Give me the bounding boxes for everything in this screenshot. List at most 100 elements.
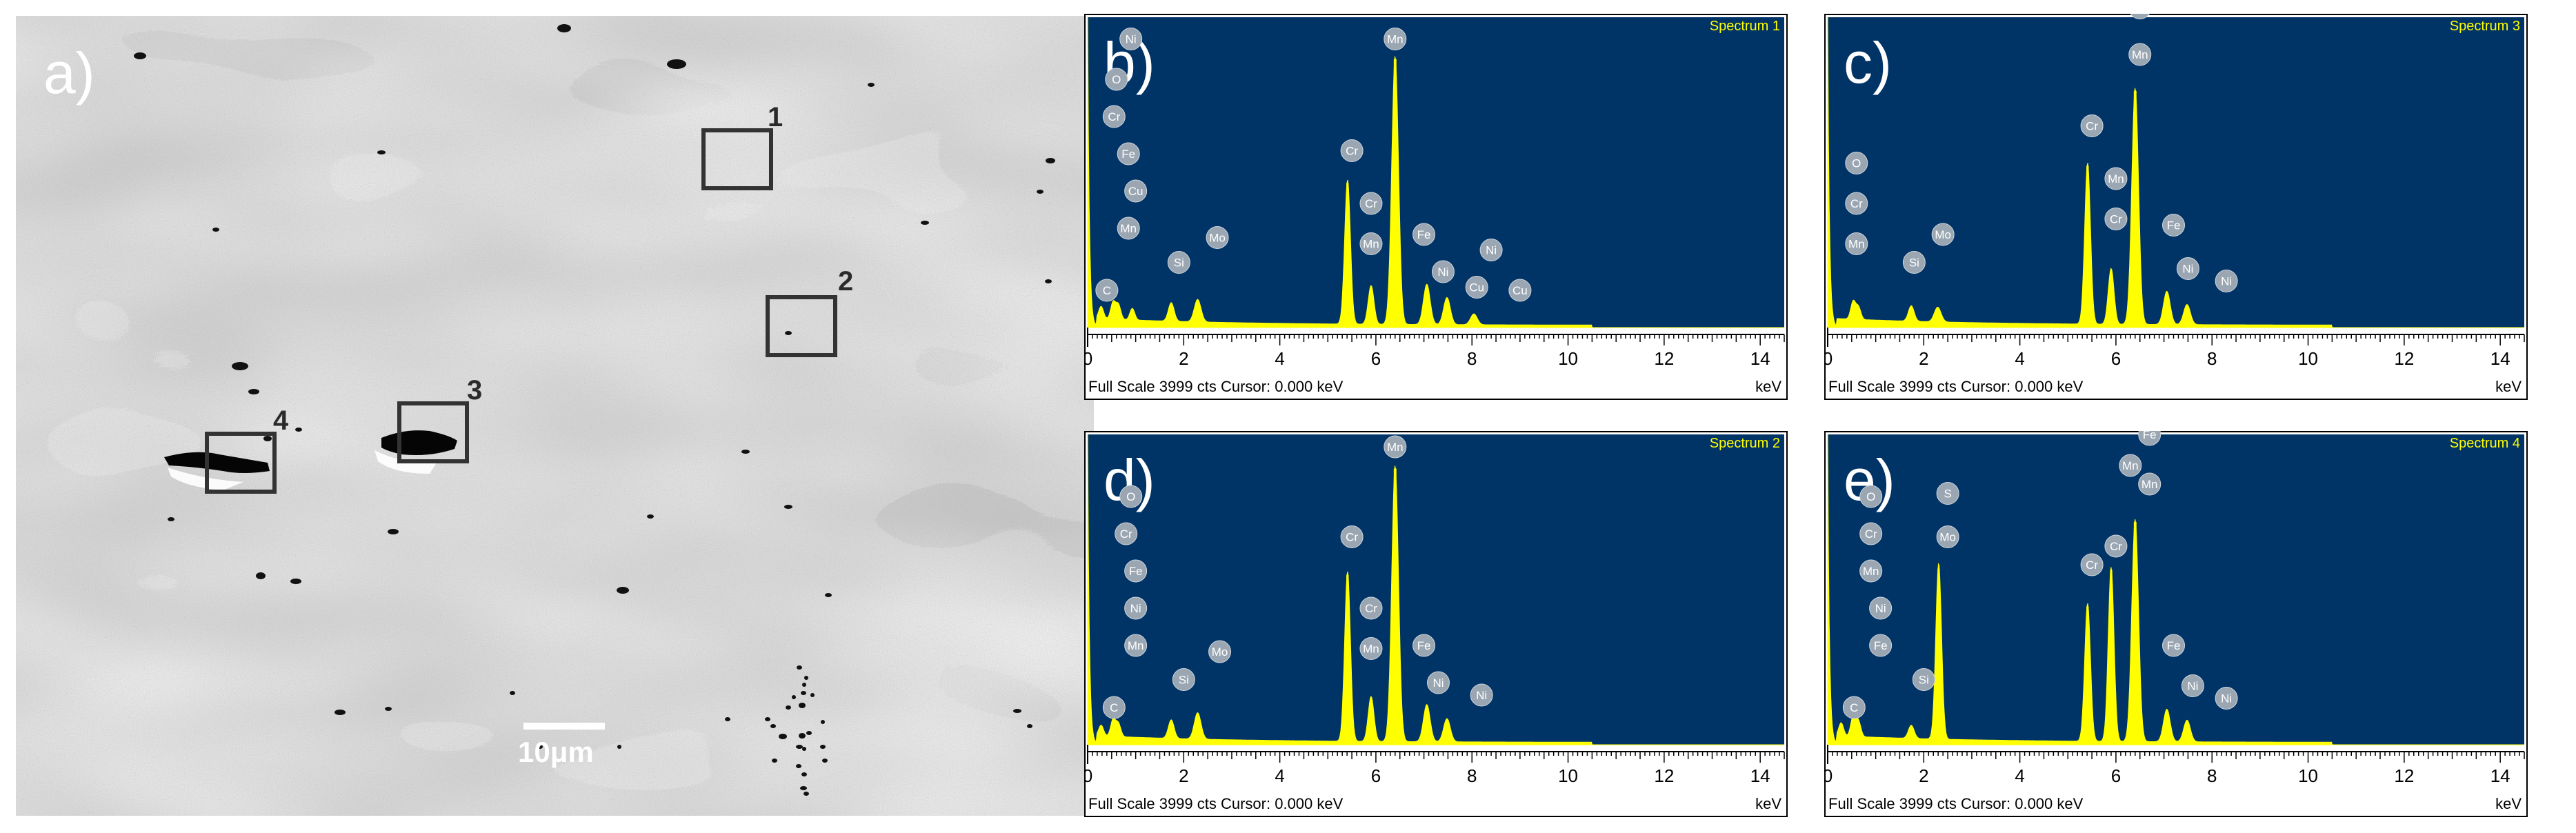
element-tag-marker [2104, 167, 2128, 190]
x-tick-label: 12 [2394, 348, 2414, 369]
spectrum-peak-9 [1425, 287, 1428, 328]
spectrum-footer: Full Scale 3999 cts Cursor: 0.000 keV [1828, 378, 2084, 395]
element-tag-label: O [1866, 490, 1875, 503]
spectrum-peak-3 [1170, 725, 1172, 745]
element-tag-marker [2138, 472, 2161, 496]
region-label-1: 1 [768, 102, 783, 132]
element-tag-label: C [1850, 701, 1858, 714]
element-tag-s: S [1936, 482, 1959, 505]
element-tag-ni: Ni [1470, 683, 1493, 707]
x-tick-label: 8 [1467, 348, 1477, 369]
x-tick-label: 2 [1179, 765, 1188, 786]
spectrum-peak-8 [1393, 59, 1397, 328]
spectrum-area [1087, 434, 1784, 745]
element-tag-si: Si [1172, 668, 1195, 691]
spectrum-peak-11 [1472, 317, 1475, 328]
element-tag-ni: Ni [1431, 260, 1455, 283]
x-tick-label: 14 [1750, 765, 1770, 786]
spectrum-peak-4 [1170, 308, 1172, 328]
element-tag-label: Fe [2133, 14, 2147, 15]
element-tag-marker [1117, 217, 1140, 240]
spectrum-peak-7 [1393, 468, 1397, 745]
element-tag-label: Ni [2221, 692, 2232, 705]
x-tick-label: 4 [2015, 348, 2024, 369]
element-tag-label: Ni [1130, 602, 1141, 615]
spectrum-title: Spectrum 1 [1710, 19, 1780, 34]
spectrum-peak-6 [1370, 699, 1372, 745]
x-tick-label: 0 [1824, 348, 1833, 369]
element-tag-label: Cr [1365, 197, 1377, 210]
element-tag-marker [1340, 525, 1364, 548]
x-tick-label: 4 [2015, 765, 2024, 786]
x-tick-label: 2 [1919, 348, 1928, 369]
spectrum-peak-2 [1857, 729, 1860, 745]
element-tag-marker [1859, 559, 1883, 583]
element-tag-mn: Mn [1384, 28, 1407, 50]
element-tag-marker [1426, 671, 1450, 694]
x-tick-label: 8 [1467, 765, 1477, 786]
x-tick-label: 14 [2490, 765, 2510, 786]
element-tag-fe: Fe [1869, 634, 1893, 657]
panel-label: c) [1844, 30, 1892, 95]
element-tag-marker [1340, 139, 1364, 162]
spectrum-peak-2 [1910, 312, 1913, 328]
spectrum-area [1827, 434, 2524, 745]
element-tag-cr: Cr [1845, 192, 1868, 215]
sem-pores [134, 24, 1055, 796]
spectrum-peak-1 [1112, 727, 1115, 745]
spectrum-footer: Full Scale 3999 cts Cursor: 0.000 keV [1088, 378, 1344, 395]
element-tag-label: C [1103, 284, 1111, 297]
spectrum-peak-5 [2086, 606, 2089, 745]
spectrum-peak-1 [1857, 314, 1860, 328]
element-tag-label: Cu [1512, 284, 1528, 297]
sem-noise [16, 16, 1094, 816]
element-tag-marker [1845, 152, 1868, 174]
element-tag-label: Ni [1437, 265, 1448, 279]
element-tag-mn: Mn [1359, 637, 1383, 660]
spectrum-peak-0 [1840, 731, 1843, 745]
element-tag-label: Mo [1939, 531, 1956, 544]
spectrum-panel-b: Spectrum 1b)NiOCrFeCuMnCSiMoFeMnCrCrMnFe… [1084, 14, 1788, 400]
element-tag-marker [2162, 634, 2186, 657]
element-tag-marker [1359, 596, 1383, 620]
element-tag-fe: Fe [2162, 634, 2186, 657]
x-tick-label: 10 [2298, 348, 2318, 369]
spectrum-peak-4 [2086, 165, 2089, 328]
element-tag-label: Mn [1363, 643, 1379, 656]
element-tag-label: Fe [2143, 431, 2157, 441]
spectrum-title: Spectrum 2 [1710, 436, 1780, 451]
spectrum-peak-5 [1196, 305, 1199, 328]
element-tag-cr: Cr [1859, 522, 1883, 545]
scale-bar-label: 10μm [518, 736, 594, 768]
element-tag-cr: Cr [1102, 105, 1126, 128]
spectrum-peak-5 [1346, 574, 1349, 745]
element-tag-label: Cr [1108, 110, 1120, 123]
element-tag-cr: Cr [2104, 208, 2128, 230]
element-tag-mn: Mn [1845, 232, 1868, 255]
element-tag-marker [2080, 553, 2104, 576]
element-tag-label: O [1852, 157, 1861, 170]
element-tag-label: O [1112, 73, 1121, 86]
spectrum-panel-e: Spectrum 4e)OCrMnNiFeCSiSMoFeMnMnCrCrFeN… [1824, 431, 2528, 817]
element-tag-o: O [1119, 485, 1143, 508]
element-tag-mn: Mn [2119, 454, 2142, 477]
element-tag-fe: Fe [1412, 634, 1436, 657]
element-tag-ni: Ni [1426, 671, 1450, 694]
element-tag-marker [1119, 485, 1143, 508]
element-tag-cr: Cr [2080, 553, 2104, 576]
element-tag-marker [1359, 637, 1383, 660]
element-tag-marker [1912, 668, 1935, 691]
plot-background [1088, 17, 1784, 328]
element-tag-o: O [1845, 152, 1868, 174]
element-tag-fe: Fe [1412, 223, 1436, 246]
spectrum-peak-3 [1131, 316, 1134, 328]
element-tag-label: Mn [1387, 441, 1404, 454]
element-tag-fe: Fe [1124, 559, 1148, 583]
element-tag-ni: Ni [1119, 28, 1143, 50]
x-axis-label: keV [1755, 378, 1781, 395]
element-tag-marker [1902, 251, 1926, 274]
scale-bar [523, 723, 605, 730]
spectrum-area [1827, 17, 2524, 328]
element-tag-label: Cr [1120, 528, 1132, 541]
element-tag-label: Mo [1935, 228, 1951, 241]
